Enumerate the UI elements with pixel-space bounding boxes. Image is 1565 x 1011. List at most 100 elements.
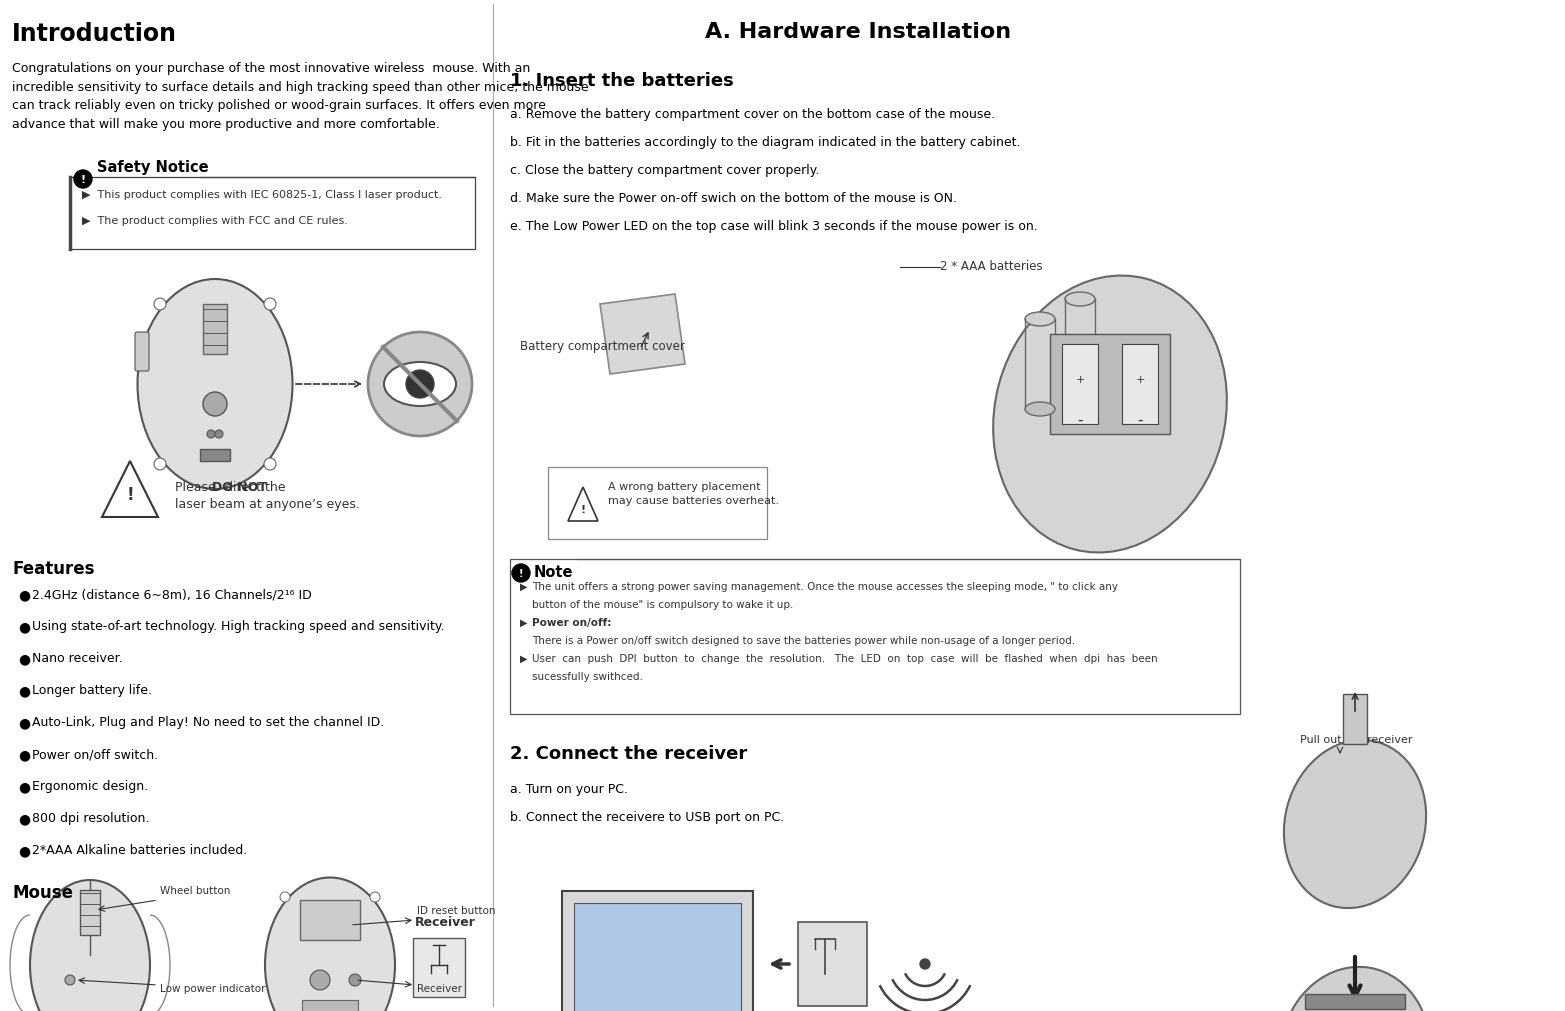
Text: Auto-Link, Plug and Play! No need to set the channel ID.: Auto-Link, Plug and Play! No need to set… xyxy=(31,716,385,728)
Text: sucessfully swithced.: sucessfully swithced. xyxy=(532,671,643,681)
Circle shape xyxy=(920,959,930,969)
Text: !: ! xyxy=(518,568,523,578)
Text: Ergonomic design.: Ergonomic design. xyxy=(31,779,149,793)
Bar xyxy=(1122,345,1158,425)
Text: laser beam at anyone’s eyes.: laser beam at anyone’s eyes. xyxy=(175,497,360,511)
Text: ▶  This product complies with IEC 60825-1, Class I laser product.: ▶ This product complies with IEC 60825-1… xyxy=(81,190,441,200)
Text: Power on/off:: Power on/off: xyxy=(532,618,612,628)
Text: Receiver: Receiver xyxy=(415,915,476,928)
FancyBboxPatch shape xyxy=(70,178,476,250)
Ellipse shape xyxy=(138,280,293,489)
Circle shape xyxy=(74,171,92,189)
Circle shape xyxy=(349,974,362,986)
Text: Power on/off switch.: Power on/off switch. xyxy=(31,747,158,760)
Text: ▶: ▶ xyxy=(520,618,527,628)
Bar xyxy=(302,1000,358,1011)
Text: 1. Insert the batteries: 1. Insert the batteries xyxy=(510,72,734,90)
Text: ●: ● xyxy=(19,683,30,698)
Text: Wheel button: Wheel button xyxy=(160,885,230,895)
Text: b. Fit in the batteries accordingly to the diagram indicated in the battery cabi: b. Fit in the batteries accordingly to t… xyxy=(510,135,1020,149)
Ellipse shape xyxy=(1025,402,1055,417)
Circle shape xyxy=(310,970,330,990)
Bar xyxy=(203,304,227,355)
Circle shape xyxy=(66,975,75,985)
Circle shape xyxy=(369,892,380,902)
Ellipse shape xyxy=(1066,392,1096,406)
Text: There is a Power on/off switch designed to save the batteries power while non-us: There is a Power on/off switch designed … xyxy=(532,635,1075,645)
Text: Mouse: Mouse xyxy=(13,884,74,901)
Bar xyxy=(300,900,360,940)
Polygon shape xyxy=(102,462,158,518)
Circle shape xyxy=(264,459,275,470)
Text: a. Remove the battery compartment cover on the bottom case of the mouse.: a. Remove the battery compartment cover … xyxy=(510,108,995,121)
Text: e. The Low Power LED on the top case will blink 3 seconds if the mouse power is : e. The Low Power LED on the top case wil… xyxy=(510,219,1038,233)
Bar xyxy=(200,450,230,462)
FancyBboxPatch shape xyxy=(562,891,753,1011)
Text: ●: ● xyxy=(19,716,30,729)
Text: ▶: ▶ xyxy=(520,653,527,663)
Text: c. Close the battery compartment cover properly.: c. Close the battery compartment cover p… xyxy=(510,164,820,177)
Text: !: ! xyxy=(80,175,86,185)
Circle shape xyxy=(153,459,166,470)
Text: ▶: ▶ xyxy=(520,581,527,591)
Text: ●: ● xyxy=(19,843,30,857)
Text: Please: Please xyxy=(175,480,219,493)
Ellipse shape xyxy=(1283,740,1426,908)
Text: a. Turn on your PC.: a. Turn on your PC. xyxy=(510,783,628,796)
Ellipse shape xyxy=(994,276,1227,553)
Text: b. Connect the receivere to USB port on PC.: b. Connect the receivere to USB port on … xyxy=(510,810,784,823)
Ellipse shape xyxy=(30,881,150,1011)
Bar xyxy=(1343,695,1366,744)
Text: Introduction: Introduction xyxy=(13,22,177,45)
Text: -: - xyxy=(1138,412,1142,427)
Text: A. Hardware Installation: A. Hardware Installation xyxy=(704,22,1011,42)
Text: Pull out the receiver: Pull out the receiver xyxy=(1301,734,1413,744)
FancyBboxPatch shape xyxy=(135,333,149,372)
Bar xyxy=(1063,345,1099,425)
FancyBboxPatch shape xyxy=(574,903,740,1011)
Text: ●: ● xyxy=(19,811,30,825)
Text: Safety Notice: Safety Notice xyxy=(97,160,208,175)
Text: Features: Features xyxy=(13,559,94,577)
Ellipse shape xyxy=(383,363,455,406)
Circle shape xyxy=(280,892,290,902)
Circle shape xyxy=(207,431,214,439)
Text: button of the mouse" is compulsory to wake it up.: button of the mouse" is compulsory to wa… xyxy=(532,600,793,610)
Text: ●: ● xyxy=(19,620,30,633)
Circle shape xyxy=(203,392,227,417)
Text: 2*AAA Alkaline batteries included.: 2*AAA Alkaline batteries included. xyxy=(31,843,247,856)
Bar xyxy=(1305,994,1405,1009)
Text: Using state-of-art technology. High tracking speed and sensitivity.: Using state-of-art technology. High trac… xyxy=(31,620,444,632)
Text: The unit offers a strong power saving management. Once the mouse accesses the sl: The unit offers a strong power saving ma… xyxy=(532,581,1117,591)
Text: Longer battery life.: Longer battery life. xyxy=(31,683,152,697)
Circle shape xyxy=(153,298,166,310)
FancyBboxPatch shape xyxy=(510,559,1239,715)
Ellipse shape xyxy=(1280,967,1430,1011)
Text: 800 dpi resolution.: 800 dpi resolution. xyxy=(31,811,149,824)
Text: 2 * AAA batteries: 2 * AAA batteries xyxy=(941,260,1042,273)
Text: Nano receiver.: Nano receiver. xyxy=(31,651,122,664)
Polygon shape xyxy=(599,295,685,375)
Circle shape xyxy=(405,371,434,398)
Text: +: + xyxy=(1075,375,1085,384)
Circle shape xyxy=(214,431,222,439)
Text: !: ! xyxy=(581,504,585,515)
Text: User  can  push  DPI  button  to  change  the  resolution.   The  LED  on  top  : User can push DPI button to change the r… xyxy=(532,653,1158,663)
Bar xyxy=(1050,335,1171,435)
Text: ●: ● xyxy=(19,651,30,665)
Text: direct the: direct the xyxy=(221,480,285,493)
Text: -: - xyxy=(1077,412,1083,427)
Text: Battery compartment cover: Battery compartment cover xyxy=(520,340,685,353)
Text: d. Make sure the Power on-off swich on the bottom of the mouse is ON.: d. Make sure the Power on-off swich on t… xyxy=(510,192,958,205)
Text: Congratulations on your purchase of the most innovative wireless  mouse. With an: Congratulations on your purchase of the … xyxy=(13,62,588,130)
Text: Note: Note xyxy=(534,564,573,579)
Text: ●: ● xyxy=(19,587,30,602)
Text: DO NOT: DO NOT xyxy=(211,480,268,493)
Text: A wrong battery placement
may cause batteries overheat.: A wrong battery placement may cause batt… xyxy=(607,481,779,506)
Text: ▶  The product complies with FCC and CE rules.: ▶ The product complies with FCC and CE r… xyxy=(81,215,347,225)
FancyBboxPatch shape xyxy=(798,922,867,1006)
FancyBboxPatch shape xyxy=(413,938,465,997)
Text: ID reset button: ID reset button xyxy=(416,905,496,915)
Text: 2. Connect the receiver: 2. Connect the receiver xyxy=(510,744,747,762)
Circle shape xyxy=(368,333,473,437)
